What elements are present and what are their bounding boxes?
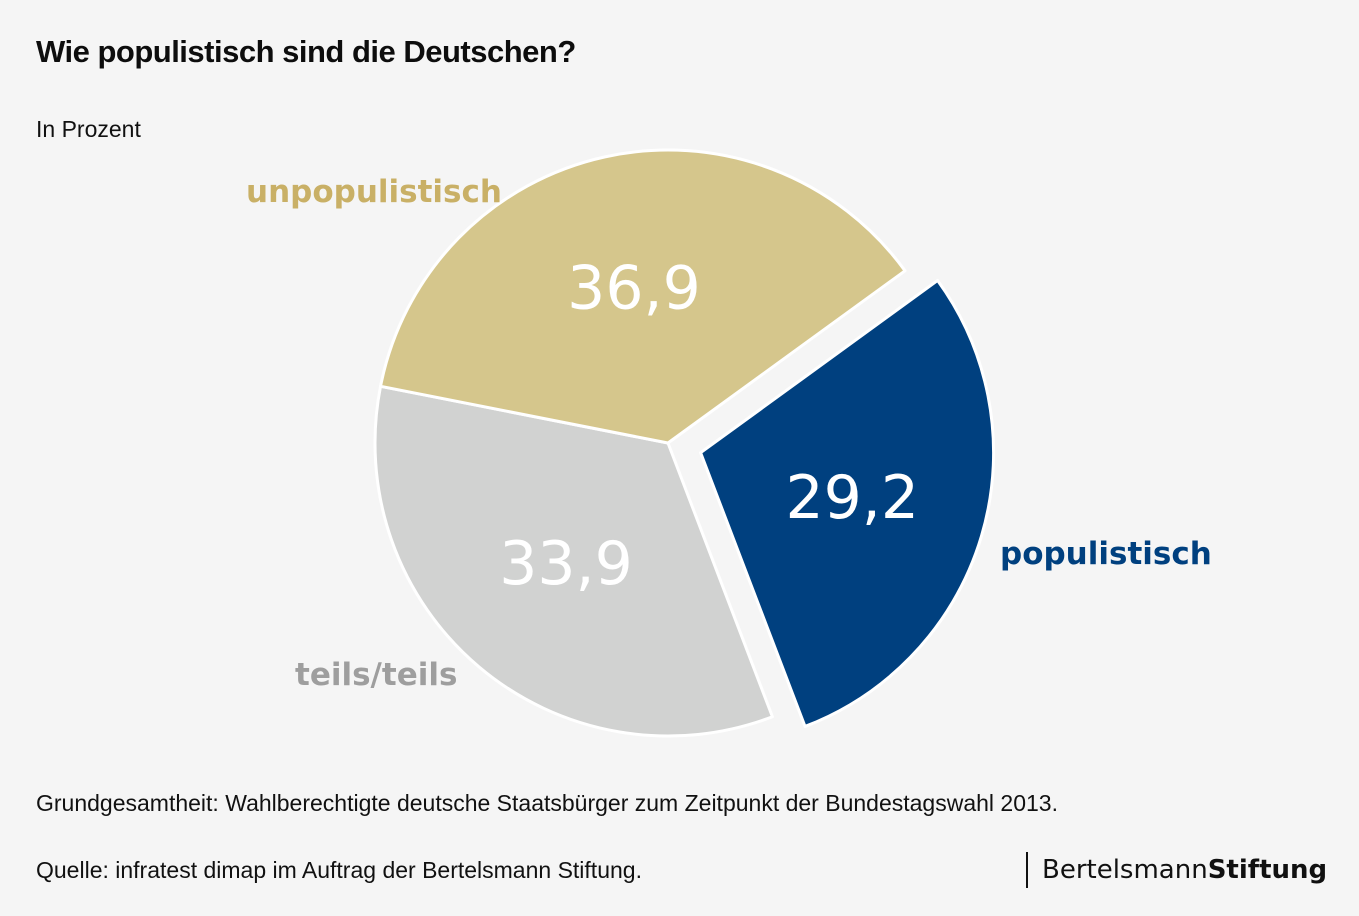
pie-slice-populistisch bbox=[699, 278, 996, 728]
slice-value-label: 29,2 bbox=[785, 463, 919, 533]
chart-subtitle: In Prozent bbox=[36, 116, 141, 142]
brand-part2: Stiftung bbox=[1207, 855, 1328, 885]
pie-slice-unpopulistisch bbox=[379, 148, 907, 445]
bertelsmann-logo: BertelsmannStiftung bbox=[1026, 852, 1327, 888]
footnote: Grundgesamtheit: Wahlberechtigte deutsch… bbox=[36, 790, 1058, 816]
chart-title: Wie populistisch sind die Deutschen? bbox=[36, 34, 576, 69]
source-note: Quelle: infratest dimap im Auftrag der B… bbox=[36, 857, 642, 883]
slice-value-label: 36,9 bbox=[567, 253, 701, 323]
brand-part1: Bertelsmann bbox=[1042, 855, 1208, 885]
pie-slice-teils-teils bbox=[373, 384, 774, 738]
category-label: teils/teils bbox=[295, 657, 457, 693]
category-label: populistisch bbox=[1000, 536, 1212, 572]
category-label: unpopulistisch bbox=[246, 174, 502, 210]
slice-value-label: 33,9 bbox=[499, 529, 633, 599]
